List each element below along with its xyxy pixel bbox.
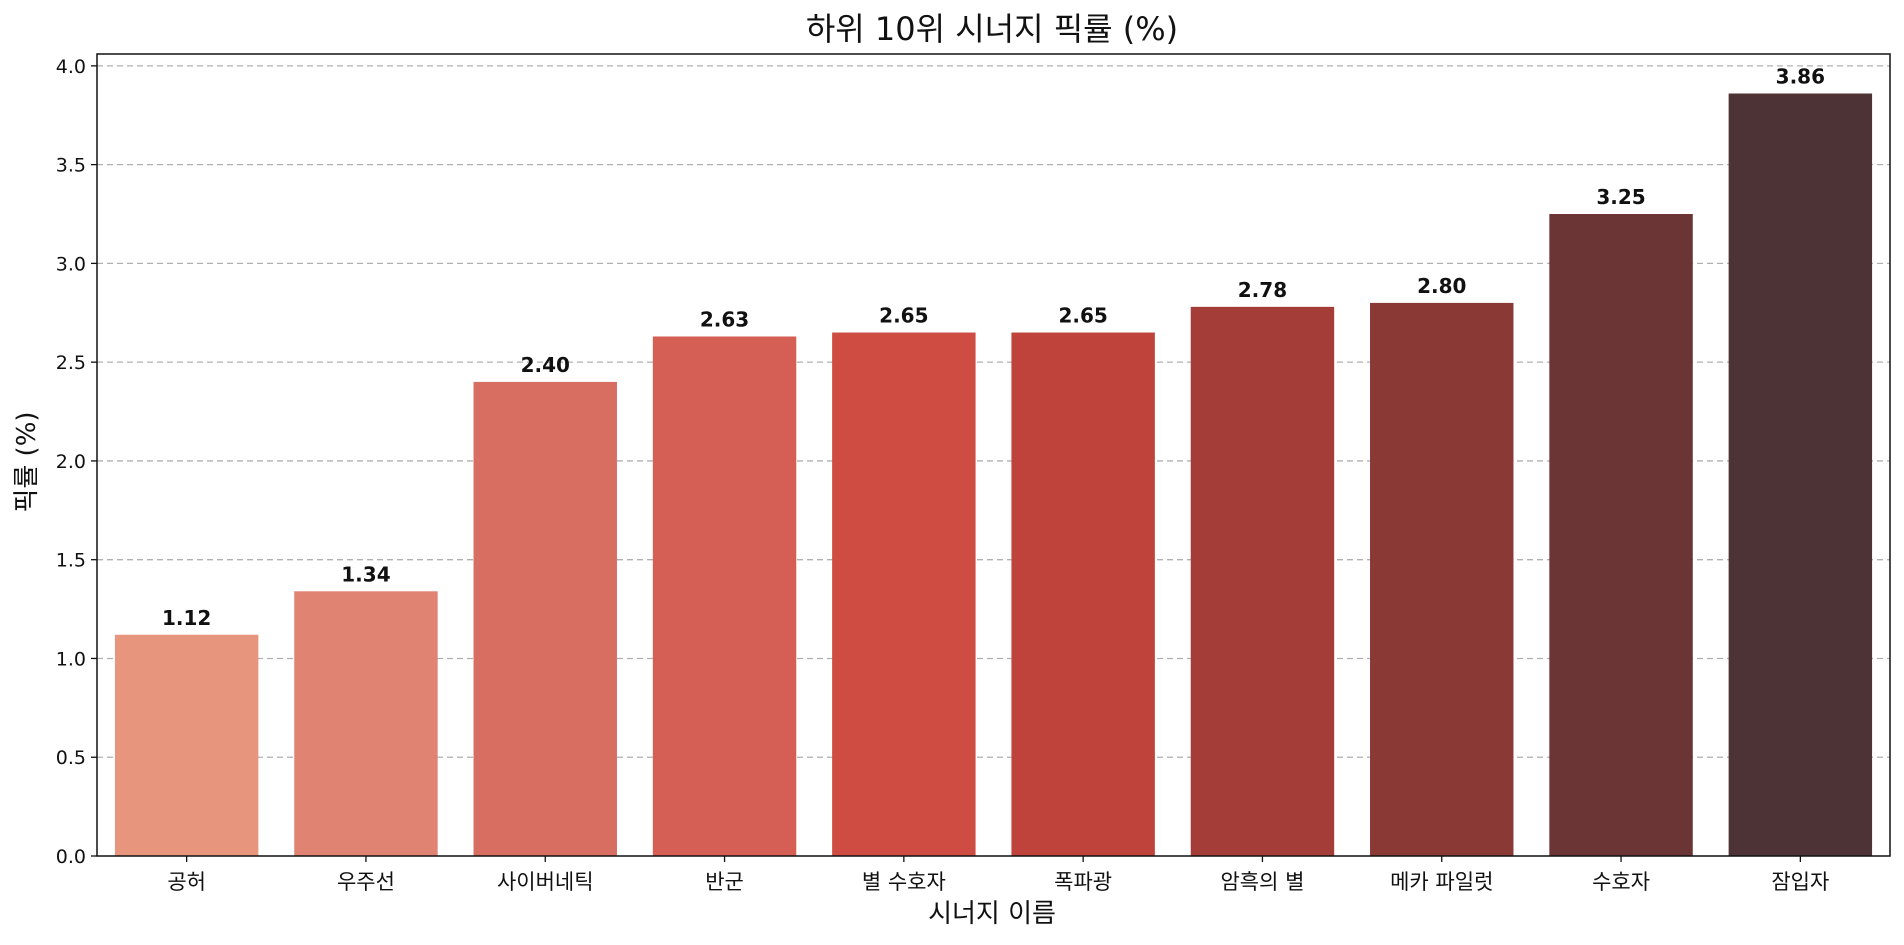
x-tick-label: 별 수호자 xyxy=(862,870,946,894)
bar-value-label: 3.25 xyxy=(1596,185,1645,209)
y-tick-label: 0.5 xyxy=(56,747,86,769)
y-axis-label: 픽률 (%) xyxy=(12,411,42,512)
y-axis-ticks: 0.0 0.5 1.0 1.5 2.0 2.5 3.0 3.5 4.0 xyxy=(56,56,97,868)
x-tick-label: 우주선 xyxy=(337,870,395,894)
bar xyxy=(294,591,438,856)
chart-title: 하위 10위 시너지 픽률 (%) xyxy=(806,10,1178,48)
x-tick-label: 수호자 xyxy=(1592,870,1650,894)
y-tick-label: 2.5 xyxy=(56,352,86,374)
bars xyxy=(114,93,1873,857)
x-tick-label: 메카 파일럿 xyxy=(1390,870,1493,894)
x-tick-label: 사이버네틱 xyxy=(497,870,594,894)
bar xyxy=(652,336,797,856)
y-tick-label: 3.5 xyxy=(56,155,86,177)
bar-value-label: 2.80 xyxy=(1417,274,1466,298)
y-tick-label: 4.0 xyxy=(56,56,86,78)
bar xyxy=(1011,332,1155,856)
bar xyxy=(832,332,976,856)
x-tick-label: 암흑의 별 xyxy=(1220,870,1304,894)
x-axis-label: 시너지 이름 xyxy=(928,899,1056,929)
bar xyxy=(1549,214,1693,856)
bar-value-label: 2.40 xyxy=(521,353,570,377)
bar xyxy=(1370,302,1514,856)
plot-frame xyxy=(96,53,1891,857)
x-tick-label: 반군 xyxy=(705,870,744,894)
x-axis-ticks: 공허 우주선 사이버네틱 반군 별 수호자 폭파광 암흑의 별 메카 파일럿 수호자 잠입자 xyxy=(167,856,1829,894)
x-tick-label: 폭파광 xyxy=(1054,870,1112,894)
y-tick-label: 1.5 xyxy=(56,550,86,572)
y-tick-label: 0.0 xyxy=(56,846,86,868)
bar xyxy=(473,381,617,856)
bar-value-label: 2.78 xyxy=(1238,278,1287,302)
bar-value-label: 1.12 xyxy=(162,606,211,630)
y-tick-label: 3.0 xyxy=(56,253,86,275)
x-tick-label: 공허 xyxy=(167,870,206,894)
bar xyxy=(114,634,259,856)
y-tick-label: 2.0 xyxy=(56,451,86,473)
bar-value-label: 3.86 xyxy=(1776,65,1825,89)
bar-value-label: 1.34 xyxy=(341,562,390,586)
x-tick-label: 잠입자 xyxy=(1771,870,1829,894)
y-tick-label: 1.0 xyxy=(56,648,86,670)
bar-value-label: 2.65 xyxy=(1058,304,1107,328)
bar-value-label: 2.65 xyxy=(879,304,928,328)
value-labels: 1.12 1.34 2.40 2.63 2.65 2.65 2.78 2.80 3.25 3.86 xyxy=(162,65,1825,630)
bar xyxy=(1190,306,1335,856)
bar-value-label: 2.63 xyxy=(700,307,749,331)
bar xyxy=(1728,93,1873,857)
